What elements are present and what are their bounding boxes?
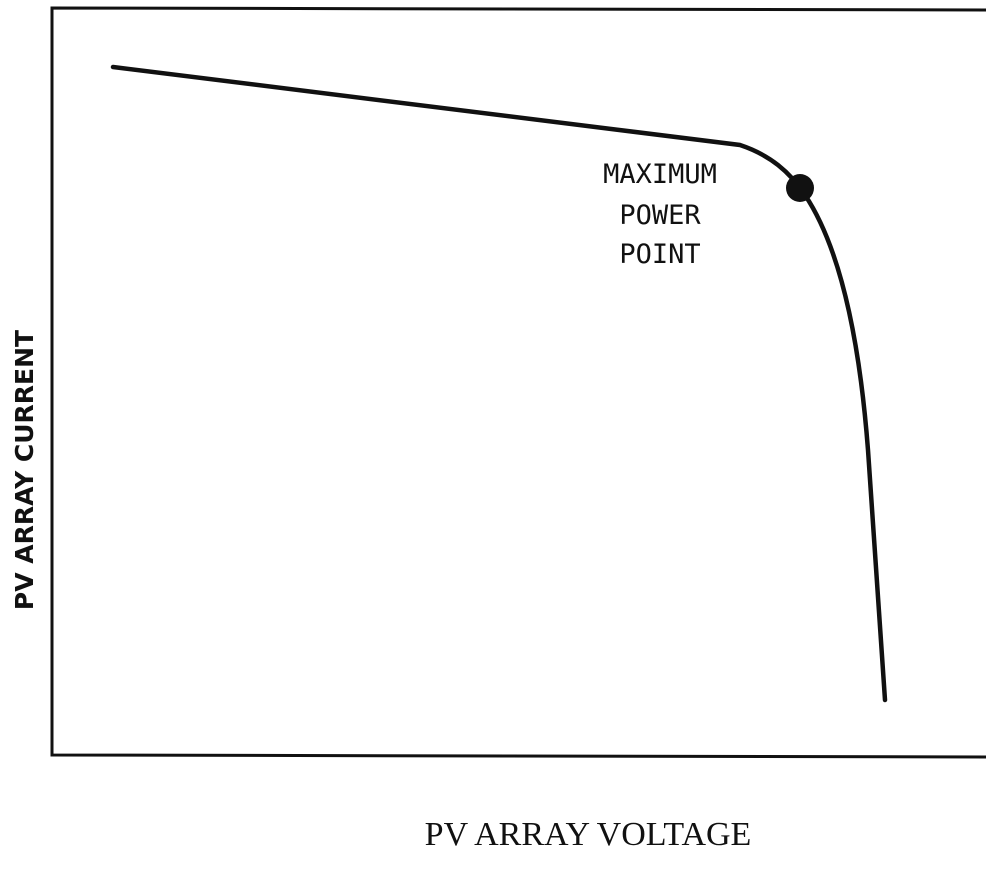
iv-curve [110, 64, 888, 703]
max-power-point [786, 174, 814, 202]
annotation-line: POWER [619, 200, 701, 231]
y-axis-label: PV ARRAY CURRENT [10, 330, 39, 610]
annotation-line: POINT [619, 239, 700, 270]
annotation-line: MAXIMUM [603, 159, 717, 190]
x-axis-label: PV ARRAY VOLTAGE [425, 816, 752, 853]
plot-frame [50, 6, 986, 759]
